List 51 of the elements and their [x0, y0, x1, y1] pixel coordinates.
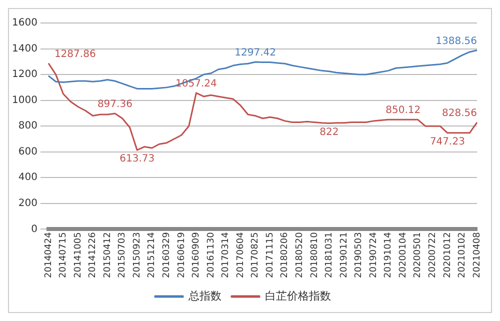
x-tick-label: 20140715 — [58, 232, 69, 278]
x-tick-label: 20160909 — [192, 232, 202, 278]
y-tick-label: 800 — [18, 120, 38, 132]
x-tick-label: 20180520 — [295, 232, 306, 278]
x-tick-label: 20180206 — [280, 232, 290, 278]
x-tick-label: 20170825 — [250, 232, 261, 278]
x-tick-label: 20161130 — [206, 232, 216, 278]
data-label: 822 — [320, 126, 339, 138]
data-label: 850.12 — [386, 105, 421, 116]
data-label: 1388.56 — [436, 36, 477, 47]
x-tick-label: 20171115 — [265, 232, 276, 278]
data-label: 1287.86 — [54, 48, 96, 60]
x-tick-label: 20140424 — [44, 232, 54, 278]
x-tick-label: 20160619 — [176, 232, 187, 278]
y-tick-label: 200 — [18, 198, 38, 210]
y-tick-label: 600 — [18, 146, 38, 158]
x-tick-label: 20170604 — [236, 232, 246, 278]
x-tick-label: 20190121 — [339, 232, 350, 278]
x-tick-label: 20170314 — [221, 232, 232, 278]
y-tick-label: 1200 — [12, 69, 38, 80]
x-tick-label: 20210102 — [458, 232, 468, 278]
x-tick-label: 20200722 — [428, 232, 438, 278]
data-label: 613.73 — [120, 154, 155, 165]
x-tick-label: 20160329 — [162, 232, 172, 278]
legend-label: 白芷价格指数 — [265, 289, 331, 302]
data-label: 1297.42 — [234, 48, 276, 59]
x-tick-label: 20200501 — [413, 232, 424, 278]
x-tick-label: 20190724 — [368, 232, 379, 278]
x-tick-label: 20181031 — [324, 232, 335, 278]
x-tick-label: 20141226 — [88, 232, 98, 278]
x-tick-label: 20210408 — [472, 232, 482, 278]
data-label: 828.56 — [442, 108, 477, 120]
y-tick-label: 1000 — [12, 94, 38, 106]
x-tick-label: 20150703 — [118, 232, 128, 278]
data-label: 1057.24 — [176, 78, 217, 90]
data-label: 747.23 — [430, 136, 465, 148]
x-tick-label: 20151214 — [147, 232, 158, 278]
y-tick-label: 400 — [18, 172, 38, 184]
y-tick-label: 1400 — [12, 43, 38, 54]
x-tick-label: 20201012 — [442, 232, 453, 278]
x-tick-label: 20191014 — [384, 232, 394, 278]
x-tick-label: 20150923 — [132, 232, 142, 278]
x-tick-label: 20190503 — [354, 232, 364, 278]
x-tick-label: 20200104 — [398, 232, 408, 278]
x-tick-label: 20180810 — [310, 232, 320, 278]
x-tick-label: 20150412 — [102, 232, 113, 278]
data-label: 897.36 — [97, 99, 132, 110]
y-tick-label: 0 — [31, 224, 38, 235]
x-tick-label: 20141005 — [73, 232, 84, 278]
legend-label: 总指数 — [188, 289, 222, 302]
y-tick-label: 1600 — [12, 18, 38, 29]
